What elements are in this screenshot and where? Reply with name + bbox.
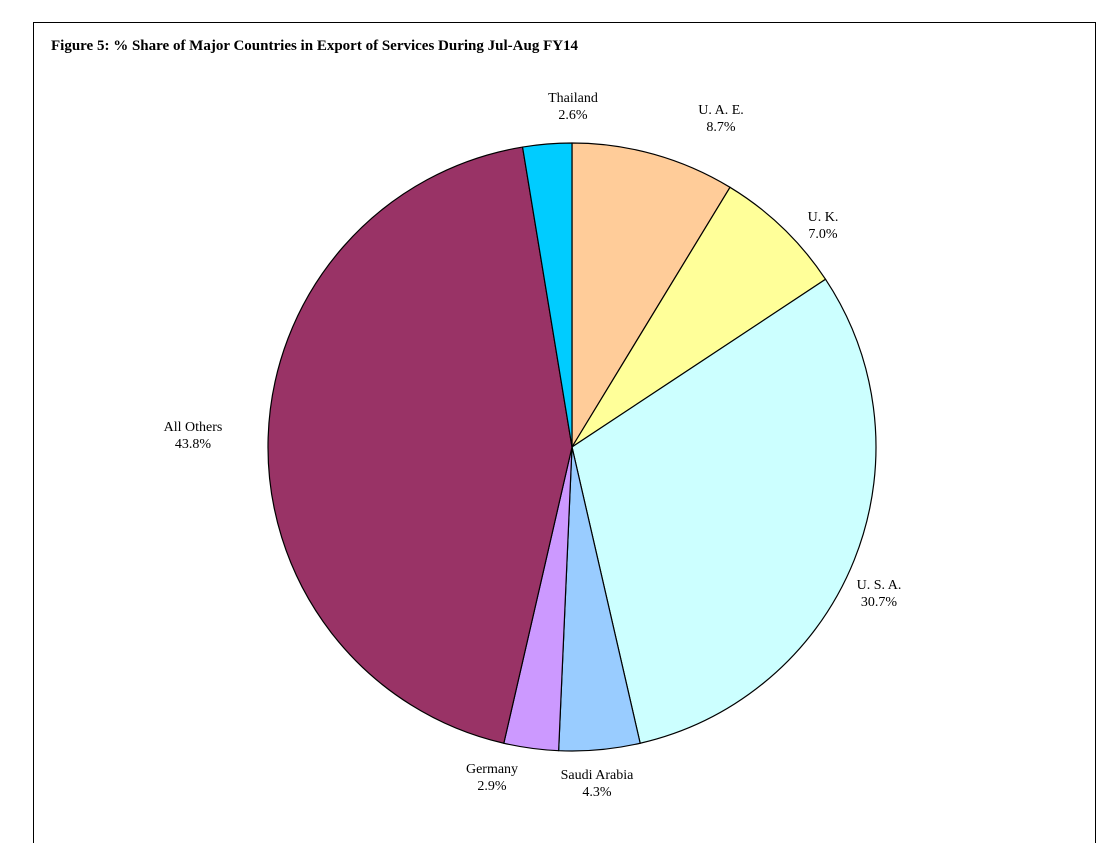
slice-label-u-k: U. K.	[808, 210, 839, 225]
slice-value-all-others: 43.8%	[175, 437, 212, 452]
pie-slice-all-others	[267, 146, 573, 744]
slice-label-u-s-a: U. S. A.	[857, 578, 902, 593]
slice-value-saudi-arabia: 4.3%	[582, 785, 612, 800]
pie-slice-thailand	[521, 142, 573, 448]
slice-label-u-a-e: U. A. E.	[698, 103, 744, 118]
pie-slices	[267, 142, 877, 752]
slice-value-u-a-e: 8.7%	[706, 120, 736, 135]
pie-labels: U. A. E. 8.7% U. K. 7.0% U. S. A. 30.7% Saudi …	[164, 91, 902, 800]
pie-chart: U. A. E. 8.7% U. K. 7.0% U. S. A. 30.7% Saudi …	[164, 91, 902, 800]
chart-title: Figure 5: % Share of Major Countries in …	[51, 38, 579, 54]
slice-value-germany: 2.9%	[477, 779, 507, 794]
pie-slice-u-k	[571, 186, 827, 448]
slice-value-u-k: 7.0%	[808, 227, 838, 242]
slice-label-all-others: All Others	[164, 420, 223, 435]
slice-value-thailand: 2.6%	[558, 108, 588, 123]
pie-slice-u-a-e	[571, 142, 731, 448]
slice-label-saudi-arabia: Saudi Arabia	[561, 768, 634, 783]
pie-slice-u-s-a	[571, 278, 877, 744]
chart-frame: Figure 5: % Share of Major Countries in …	[33, 22, 1096, 843]
slice-label-thailand: Thailand	[548, 91, 598, 106]
slice-value-u-s-a: 30.7%	[861, 595, 898, 610]
slice-label-germany: Germany	[466, 762, 518, 777]
